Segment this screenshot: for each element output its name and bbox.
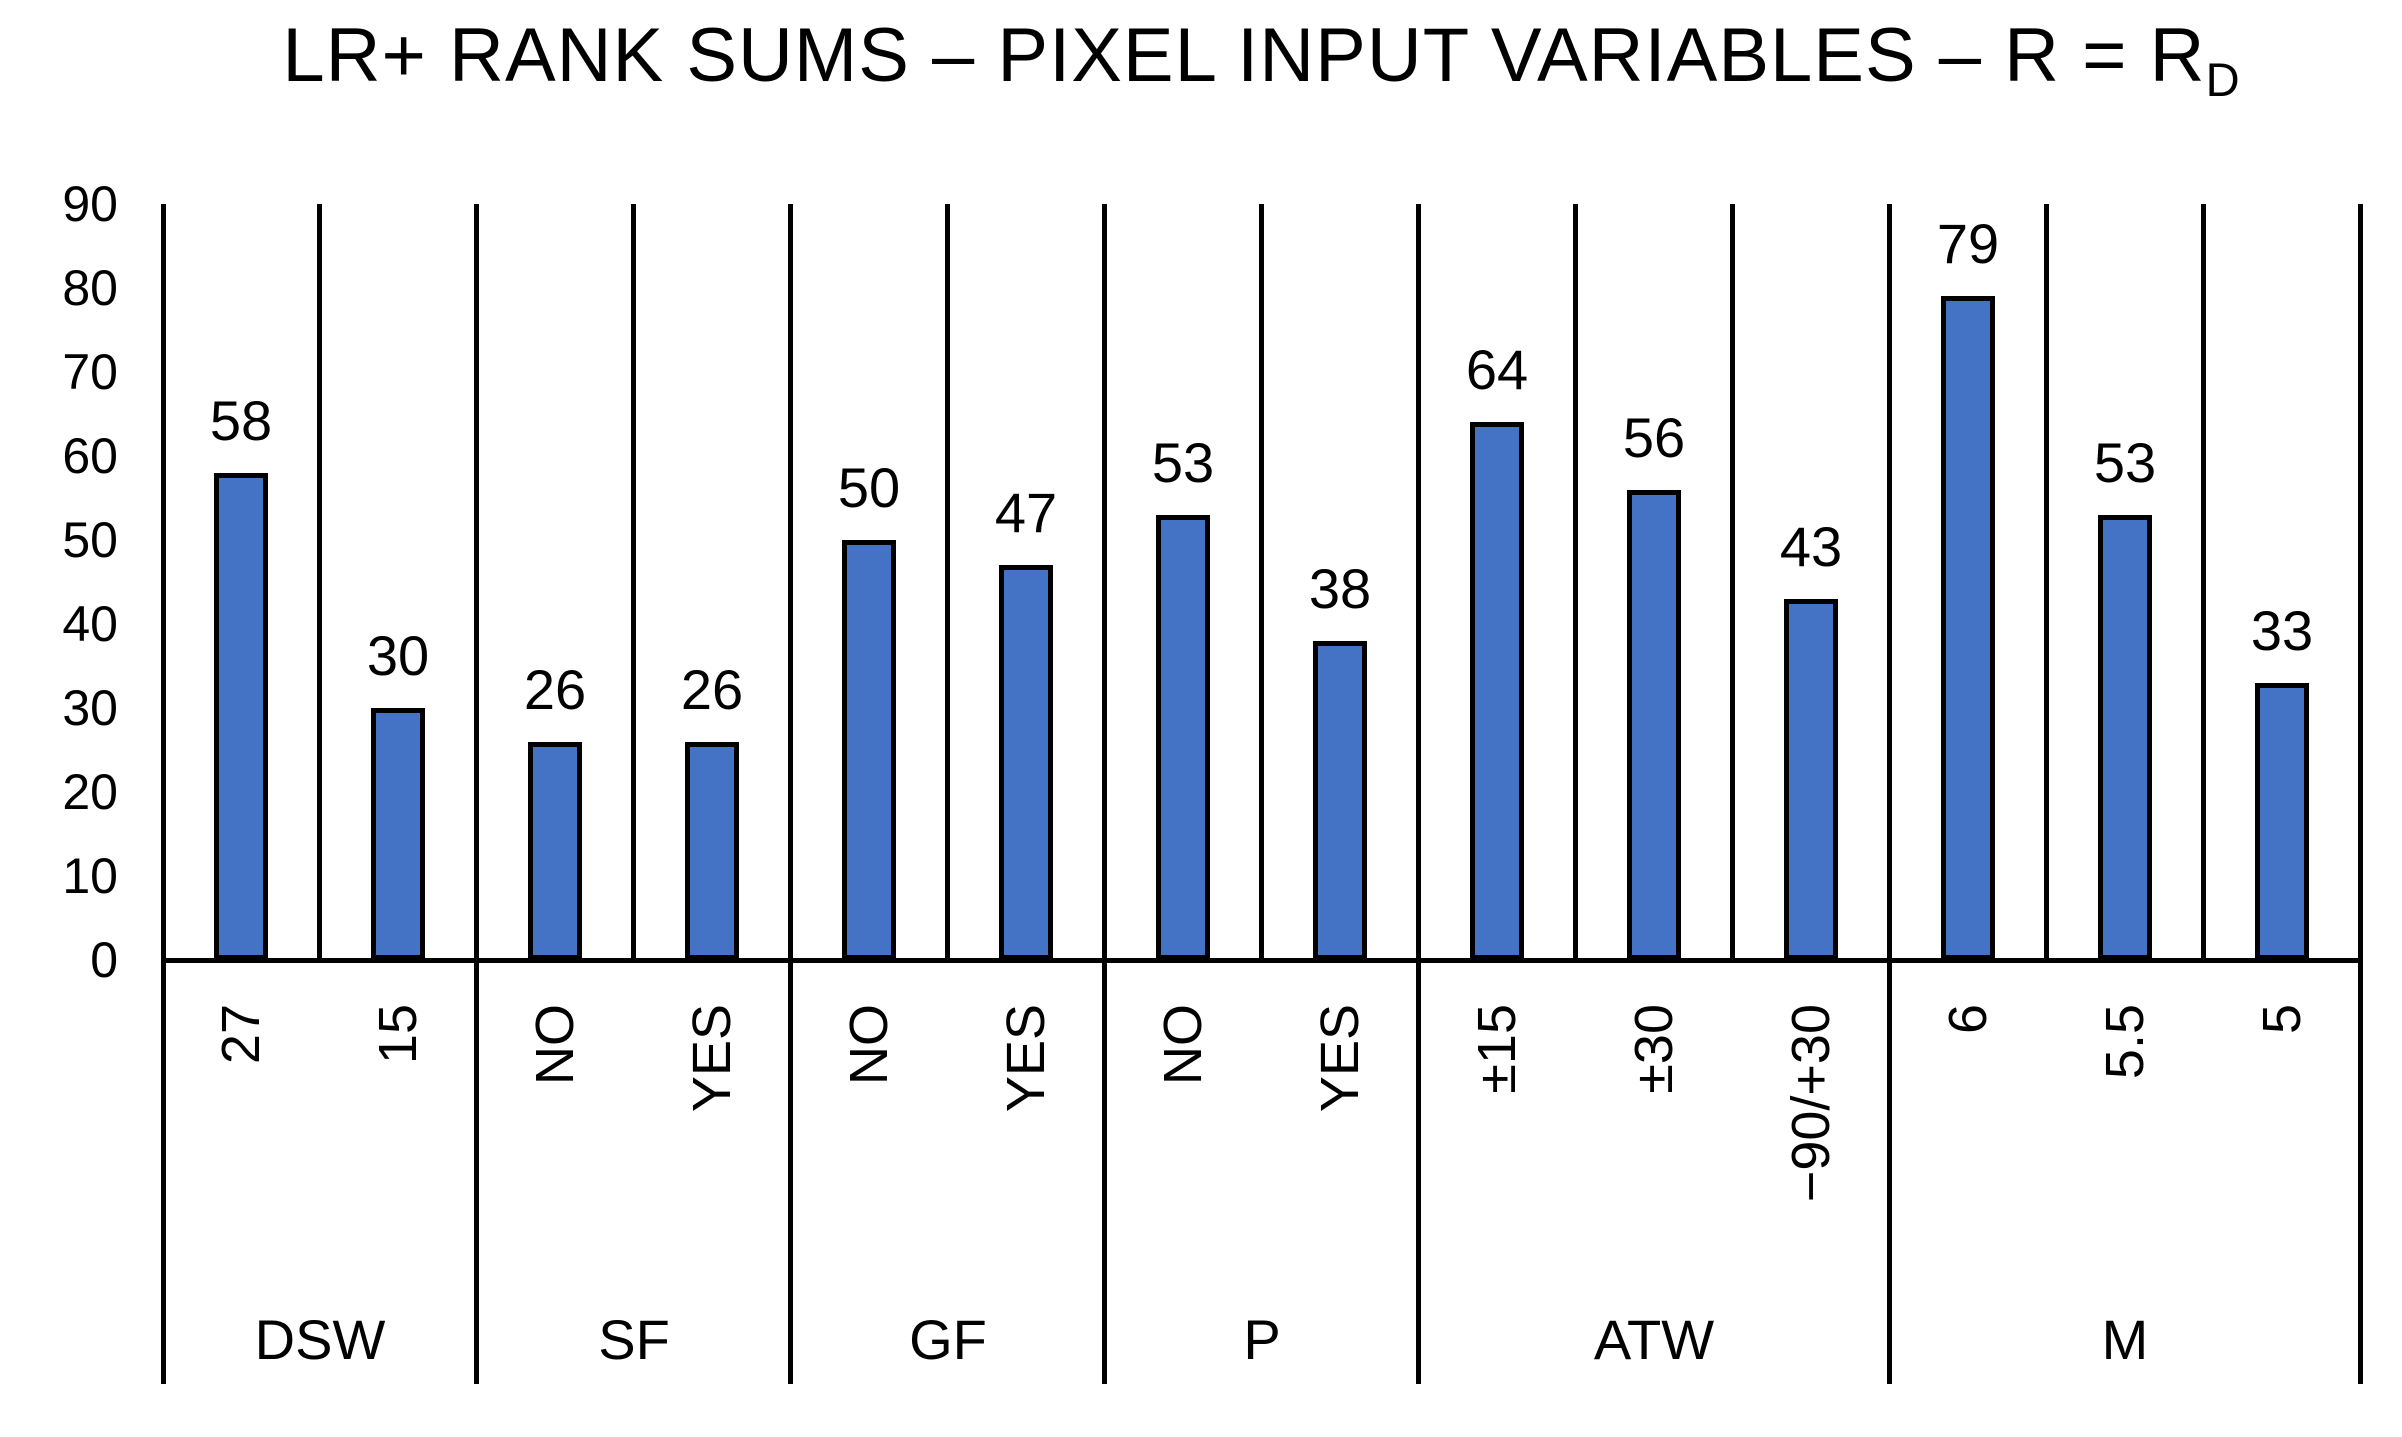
x-axis-tick-label: NO	[1153, 1004, 1213, 1085]
y-axis-tick-label: 70	[62, 344, 118, 400]
x-axis-group-label: GF	[909, 1308, 987, 1371]
bar	[214, 473, 268, 960]
x-axis-tick-label: 5.5	[2095, 1004, 2155, 1080]
group-separator-line	[1102, 204, 1107, 1384]
x-axis-tick-label: 6	[1938, 1004, 1998, 1035]
bar	[1627, 490, 1681, 960]
bar-value-label: 26	[523, 658, 587, 721]
bar-value-label: 58	[209, 389, 273, 452]
x-axis-tick-label: YES	[996, 1004, 1056, 1113]
category-separator-line	[2201, 204, 2206, 960]
bar-value-label: 64	[1465, 338, 1529, 401]
bar	[842, 540, 896, 960]
bar-value-label: 38	[1308, 557, 1372, 620]
bar-value-label: 79	[1936, 212, 2000, 275]
bar-value-label: 33	[2250, 599, 2314, 662]
plot-right-border	[2358, 204, 2363, 1384]
x-axis-tick-label: NO	[525, 1004, 585, 1085]
y-axis-tick-label: 90	[62, 176, 118, 232]
y-axis-tick-label: 20	[62, 764, 118, 820]
x-axis-tick-label: ±30	[1624, 1004, 1684, 1094]
bar	[1156, 515, 1210, 960]
x-axis-tick-label: YES	[1310, 1004, 1370, 1113]
x-axis-group-label: ATW	[1593, 1308, 1715, 1371]
bar	[528, 742, 582, 960]
bar	[2255, 683, 2309, 960]
x-axis-tick-label: −90/+30	[1781, 1004, 1841, 1203]
x-axis-group-label: DSW	[254, 1308, 386, 1371]
x-axis-group-label: SF	[598, 1308, 670, 1371]
bar	[2098, 515, 2152, 960]
bar	[371, 708, 425, 960]
category-separator-line	[1730, 204, 1735, 960]
bar	[1941, 296, 1995, 960]
x-axis-group-label: P	[1243, 1308, 1281, 1371]
chart-title-text: LR+ RANK SUMS – PIXEL INPUT VARIABLES – …	[282, 13, 2206, 98]
x-axis-tick-label: ±15	[1467, 1004, 1527, 1094]
y-axis-line	[161, 204, 166, 1384]
bar-value-label: 53	[1151, 431, 1215, 494]
bar-value-label: 47	[994, 481, 1058, 544]
bar	[1470, 422, 1524, 960]
bar	[685, 742, 739, 960]
x-axis-tick-label: NO	[839, 1004, 899, 1085]
category-separator-line	[631, 204, 636, 960]
bar	[1784, 599, 1838, 960]
bar-value-label: 43	[1779, 515, 1843, 578]
group-separator-line	[1887, 204, 1892, 1384]
category-separator-line	[1259, 204, 1264, 960]
group-separator-line	[474, 204, 479, 1384]
y-axis-tick-label: 0	[90, 932, 118, 988]
category-separator-line	[1573, 204, 1578, 960]
y-axis-tick-label: 80	[62, 260, 118, 316]
bar-value-label: 26	[680, 658, 744, 721]
x-axis-tick-label: YES	[682, 1004, 742, 1113]
category-separator-line	[2044, 204, 2049, 960]
chart-title: LR+ RANK SUMS – PIXEL INPUT VARIABLES – …	[163, 6, 2360, 130]
bar-value-label: 30	[366, 624, 430, 687]
category-separator-line	[945, 204, 950, 960]
category-separator-line	[317, 204, 322, 960]
bar-value-label: 50	[837, 456, 901, 519]
chart-title-subscript: D	[2205, 53, 2241, 107]
y-axis-tick-label: 40	[62, 596, 118, 652]
x-axis-group-label: M	[2101, 1308, 2149, 1371]
y-axis-tick-label: 30	[62, 680, 118, 736]
group-separator-line	[1416, 204, 1421, 1384]
y-axis-tick-label: 50	[62, 512, 118, 568]
x-axis-tick-label: 27	[211, 1004, 271, 1065]
bar-value-label: 53	[2093, 431, 2157, 494]
x-axis-tick-label: 5	[2252, 1004, 2312, 1035]
y-axis-tick-label: 10	[62, 848, 118, 904]
bar-value-label: 56	[1622, 406, 1686, 469]
x-axis-line	[161, 958, 2363, 963]
y-axis-tick-label: 60	[62, 428, 118, 484]
bar	[1313, 641, 1367, 960]
group-separator-line	[788, 204, 793, 1384]
bar	[999, 565, 1053, 960]
x-axis-tick-label: 15	[368, 1004, 428, 1065]
